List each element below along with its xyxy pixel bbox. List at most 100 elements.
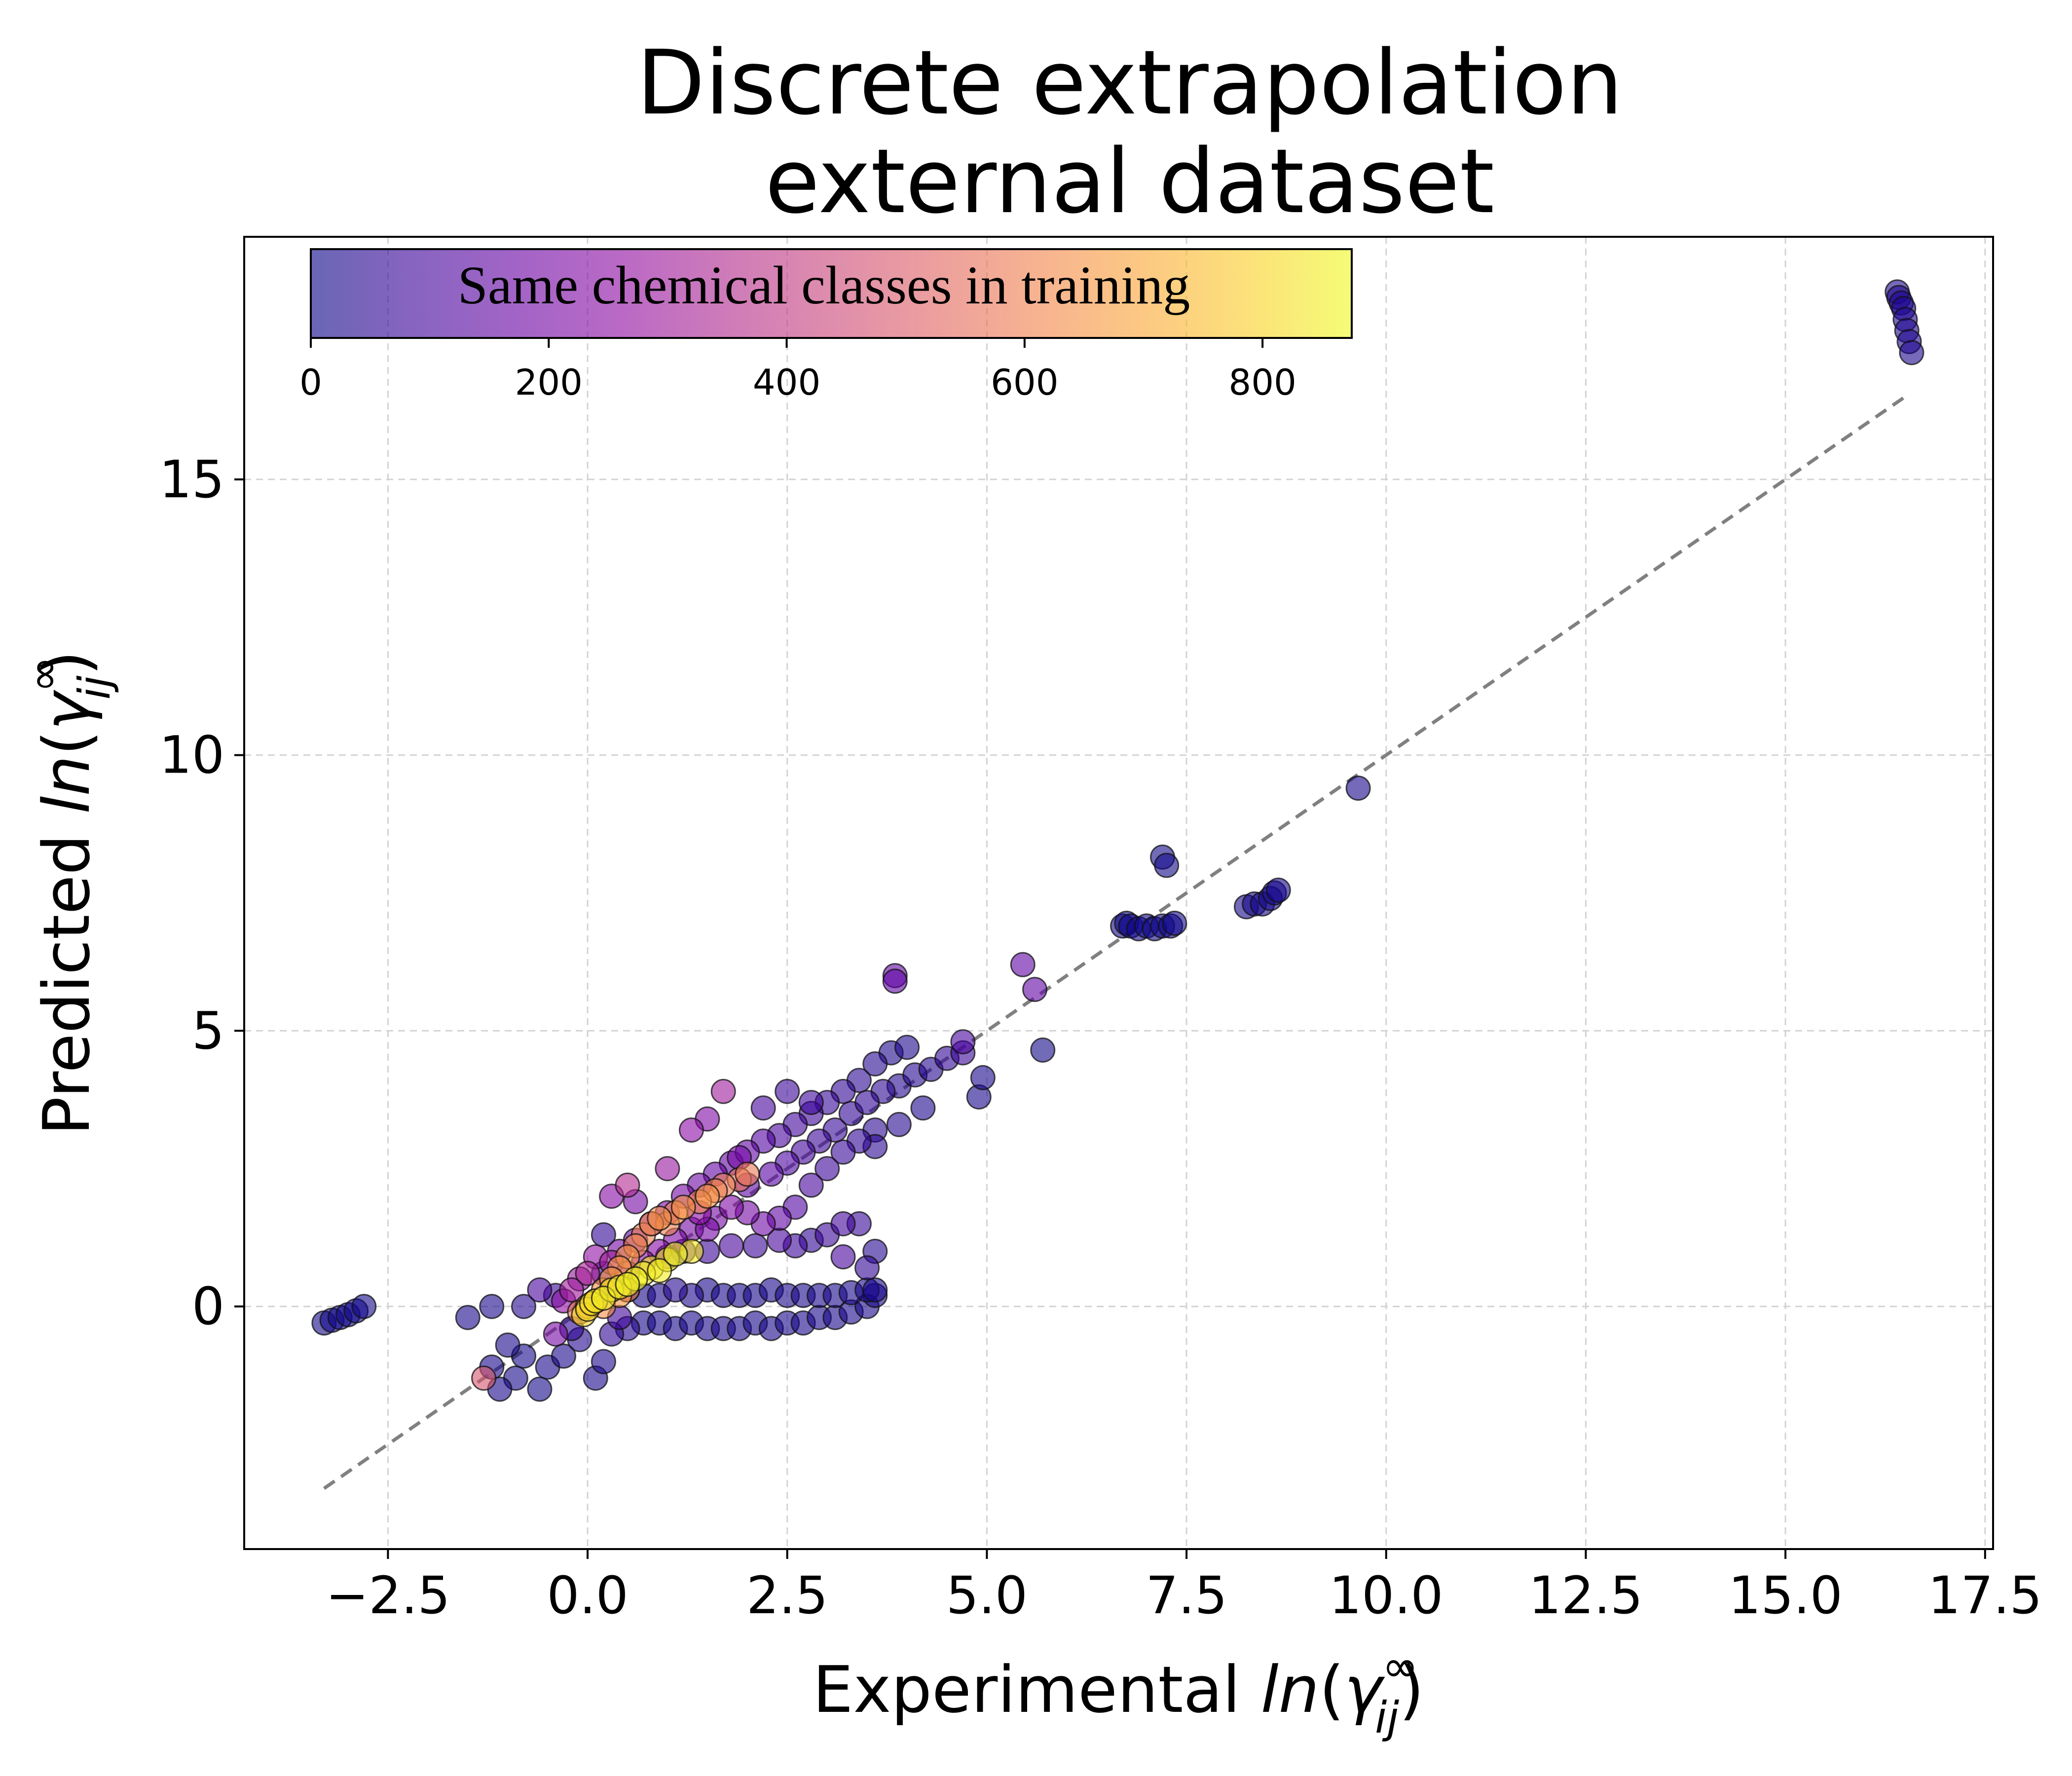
x-tick-label: 17.5 [1928, 1565, 2042, 1626]
y-tick-label: 5 [192, 1000, 224, 1061]
x-axis-ticks: −2.5 0.0 2.5 5.0 7.5 10.0 12.5 15.0 17.5 [326, 1549, 2042, 1626]
x-tick-label: 2.5 [746, 1565, 828, 1626]
data-point [655, 1156, 680, 1182]
chart-title-line-2: external dataset [765, 130, 1494, 233]
colorbar-frame [310, 248, 1353, 339]
data-point [830, 1244, 856, 1270]
data-point [718, 1194, 744, 1220]
data-point [1154, 852, 1180, 878]
colorbar-tick-label: 400 [753, 362, 820, 403]
data-point [559, 1277, 585, 1303]
colorbar-tick-label: 600 [991, 362, 1058, 403]
y-axis-ticks: 0 5 10 15 [159, 449, 244, 1336]
data-point [647, 1258, 672, 1284]
x-axis-label-open-paren: ( [1319, 1652, 1344, 1727]
data-point [527, 1277, 553, 1303]
y-tick-label: 0 [192, 1276, 224, 1336]
colorbar-ticks: 0 200 400 600 800 [299, 338, 1296, 403]
y-axis-label-superscript: ∞ [18, 656, 69, 692]
x-tick-label: 15.0 [1728, 1565, 1843, 1626]
x-axis-label-gamma: γ [1344, 1652, 1385, 1727]
data-point [862, 1277, 888, 1303]
data-point [1162, 910, 1187, 936]
data-point [735, 1161, 760, 1187]
data-point [1030, 1037, 1056, 1063]
x-tick-label: −2.5 [326, 1565, 450, 1626]
x-axis-label: Experimental ln(γ∞ ij) [813, 1641, 1424, 1743]
x-axis-label-superscript: ∞ [1382, 1641, 1418, 1692]
data-point [950, 1029, 976, 1055]
y-tick-label: 15 [159, 449, 224, 510]
data-point [678, 1117, 704, 1143]
data-point [894, 1035, 920, 1060]
x-tick-label: 12.5 [1529, 1565, 1643, 1626]
data-point [854, 1255, 880, 1281]
data-point [455, 1305, 481, 1331]
data-point [798, 1090, 824, 1115]
data-point [1265, 877, 1291, 903]
x-axis-label-text: Experimental [813, 1652, 1260, 1727]
data-point [1010, 952, 1036, 977]
data-point [710, 1078, 736, 1104]
data-points [311, 279, 1924, 1402]
colorbar-tick-label: 0 [299, 362, 322, 403]
data-point [351, 1294, 377, 1319]
x-tick-label: 7.5 [1146, 1565, 1227, 1626]
colorbar-tick-label: 800 [1228, 362, 1296, 403]
x-tick-label: 0.0 [547, 1565, 628, 1626]
plot-frame [243, 236, 1994, 1550]
data-point [814, 1156, 840, 1182]
colorbar-gradient [311, 249, 1352, 338]
x-tick-label: 10.0 [1329, 1565, 1443, 1626]
x-axis-label-close-paren: ) [1399, 1652, 1424, 1727]
chart-title: Discrete extrapolation external dataset [636, 32, 1623, 233]
y-axis-label-close-paren: ) [29, 651, 104, 676]
data-point [970, 1065, 996, 1090]
y-axis-label: Predicted ln(γ∞ij) [18, 651, 120, 1136]
data-point [511, 1294, 537, 1319]
data-point [758, 1161, 784, 1187]
data-point [910, 1095, 936, 1121]
colorbar-tick-label: 200 [515, 362, 583, 403]
data-point [663, 1277, 688, 1303]
y-axis-label-subscript: ij [69, 675, 120, 700]
data-point [854, 1090, 880, 1115]
data-point [882, 968, 908, 994]
data-point [471, 1366, 497, 1391]
data-point [742, 1233, 768, 1258]
data-point [647, 1205, 672, 1231]
data-point [1899, 340, 1924, 366]
data-point [862, 1051, 888, 1076]
data-point [830, 1211, 856, 1237]
y-tick-label: 10 [159, 725, 224, 785]
data-point [479, 1294, 505, 1319]
data-point [575, 1260, 600, 1286]
data-point [1345, 776, 1371, 801]
data-point [591, 1349, 616, 1374]
data-point [495, 1332, 520, 1358]
data-point [543, 1321, 568, 1347]
colorbar: Same chemical classes in training 0 200 40… [299, 248, 1353, 403]
y-axis-label-open-paren: ( [29, 731, 104, 756]
y-axis-label-text: Predicted [29, 814, 104, 1136]
data-point [775, 1078, 800, 1104]
data-point [1022, 977, 1048, 1002]
data-point [798, 1172, 824, 1198]
data-point [830, 1139, 856, 1165]
data-point [695, 1184, 720, 1209]
data-point [527, 1376, 553, 1402]
chart-title-line-1: Discrete extrapolation [636, 32, 1623, 135]
data-point [615, 1172, 640, 1198]
data-point [551, 1343, 576, 1369]
data-point [591, 1222, 616, 1248]
data-point [886, 1111, 912, 1137]
x-tick-label: 5.0 [946, 1565, 1028, 1626]
data-point [750, 1095, 776, 1121]
x-axis-label-subscript: ij [1375, 1692, 1399, 1743]
x-axis-label-ln: ln [1261, 1652, 1320, 1727]
y-axis-label-ln: ln [29, 755, 104, 814]
y-axis-label-gamma: γ [29, 690, 104, 731]
data-point [718, 1233, 744, 1258]
data-point [670, 1194, 696, 1220]
